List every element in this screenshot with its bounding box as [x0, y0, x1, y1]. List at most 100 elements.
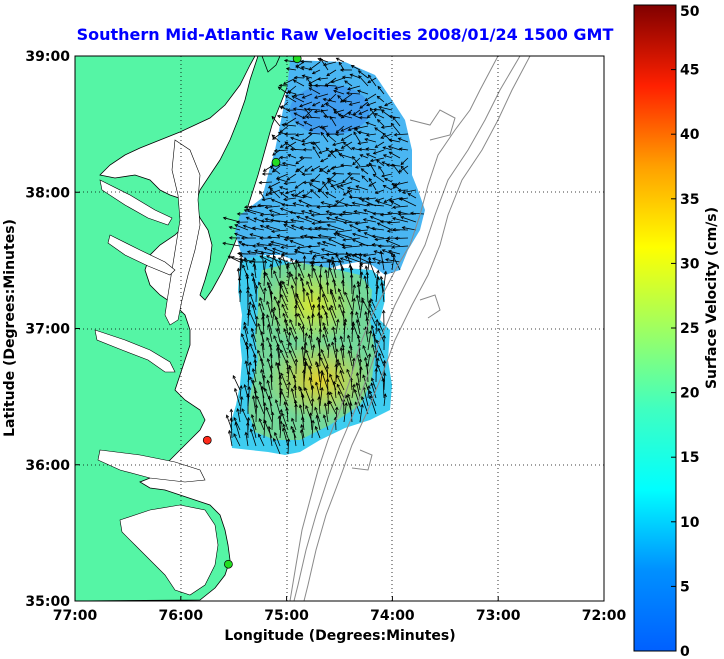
velocity-arrow-head: [234, 421, 238, 426]
velocity-arrow: [269, 187, 281, 199]
velocity-arrow-head: [270, 213, 275, 217]
velocity-arrow-head: [238, 289, 243, 293]
velocity-arrow-head: [246, 416, 251, 421]
velocity-arrow-head: [342, 321, 347, 325]
velocity-arrow-head: [369, 158, 374, 163]
velocity-arrow-head: [368, 390, 373, 395]
velocity-arrow: [336, 185, 345, 191]
velocity-arrow-head: [281, 161, 286, 166]
velocity-arrow-head: [281, 123, 286, 127]
velocity-arrow-head: [259, 213, 264, 217]
velocity-arrow: [310, 413, 313, 431]
velocity-arrow-head: [340, 267, 345, 271]
velocity-arrow: [366, 148, 377, 151]
velocity-arrow: [271, 307, 275, 327]
velocity-arrow-head: [253, 358, 257, 363]
velocity-arrow-head: [344, 80, 348, 84]
velocity-arrow-head: [393, 132, 398, 137]
velocity-arrow-head: [318, 150, 323, 154]
velocity-arrow-head: [335, 348, 339, 353]
velocity-arrow: [383, 154, 393, 159]
velocity-arrow-head: [300, 416, 305, 421]
velocity-arrow: [230, 418, 233, 439]
velocity-arrow: [294, 189, 305, 197]
velocity-arrow-head: [409, 211, 414, 216]
velocity-arrow-head: [339, 369, 343, 374]
velocity-arrow-head: [302, 147, 307, 152]
velocity-arrow-head: [384, 102, 388, 107]
velocity-arrow: [356, 382, 361, 399]
velocity-arrow: [280, 207, 297, 215]
colorbar-tick-label: 35: [680, 192, 699, 208]
velocity-arrow-head: [343, 318, 348, 322]
velocity-arrow-head: [279, 420, 283, 425]
velocity-arrow-head: [252, 257, 256, 262]
colorbar-tick-label: 45: [680, 63, 699, 79]
velocity-arrow: [313, 253, 329, 257]
velocity-arrow: [325, 311, 329, 327]
velocity-arrow: [259, 418, 265, 431]
velocity-arrow: [268, 181, 281, 189]
velocity-arrow: [317, 77, 329, 80]
velocity-arrow-head: [276, 114, 281, 119]
velocity-arrow: [297, 168, 305, 175]
velocity-arrow: [294, 77, 305, 79]
velocity-arrow-head: [368, 183, 373, 187]
velocity-arrow-head: [347, 87, 351, 91]
velocity-arrow-head: [345, 394, 349, 399]
velocity-arrow: [319, 168, 329, 175]
velocity-arrow: [279, 125, 289, 133]
velocity-arrow-head: [351, 146, 355, 151]
velocity-arrow: [340, 336, 345, 351]
velocity-arrow-head: [320, 349, 324, 353]
velocity-arrow-head: [379, 275, 384, 280]
velocity-arrow-head: [383, 199, 388, 203]
velocity-arrow-head: [294, 403, 298, 408]
velocity-arrow-head: [326, 391, 330, 395]
velocity-arrow: [311, 213, 329, 216]
velocity-arrow-head: [338, 259, 342, 263]
velocity-arrow-head: [287, 381, 291, 386]
velocity-arrow: [377, 222, 393, 231]
velocity-arrow-head: [319, 369, 324, 374]
velocity-arrow-head: [283, 318, 288, 323]
velocity-arrow-head: [316, 205, 321, 209]
velocity-arrow-head: [233, 417, 237, 421]
velocity-arrow-head: [392, 205, 396, 210]
velocity-arrow-head: [311, 221, 316, 226]
velocity-arrow-head: [292, 428, 296, 433]
velocity-arrow-head: [294, 275, 298, 280]
velocity-arrow-head: [312, 145, 316, 150]
velocity-arrow-head: [267, 323, 271, 328]
velocity-arrow-head: [245, 275, 250, 279]
velocity-arrow: [355, 311, 361, 327]
lon-tick-label: 76:00: [159, 608, 204, 624]
potomac-river: [99, 179, 173, 226]
velocity-arrow-head: [333, 108, 337, 113]
velocity-arrow-head: [400, 215, 404, 220]
velocity-arrow-head: [375, 159, 380, 163]
velocity-arrow: [266, 301, 273, 319]
velocity-arrow: [311, 385, 314, 399]
velocity-arrow: [371, 344, 377, 359]
velocity-arrow-head: [281, 280, 286, 285]
velocity-arrow-head: [338, 153, 343, 157]
velocity-arrow: [281, 413, 289, 431]
velocity-arrow-head: [345, 91, 350, 95]
velocity-arrow-head: [363, 209, 367, 213]
velocity-arrow-head: [283, 197, 287, 202]
bathymetry-contours: [289, 56, 531, 601]
velocity-arrow: [255, 316, 258, 335]
map-grid: [75, 56, 604, 601]
velocity-arrow-head: [281, 253, 285, 258]
velocity-arrow-head: [304, 168, 308, 172]
velocity-arrow: [277, 115, 289, 119]
velocity-arrow: [344, 80, 353, 87]
velocity-arrow: [376, 159, 385, 167]
velocity-arrow-head: [325, 364, 329, 369]
velocity-arrow: [271, 229, 289, 232]
velocity-arrow-head: [283, 401, 288, 406]
velocity-arrow: [325, 103, 337, 111]
velocity-arrow: [357, 229, 369, 232]
